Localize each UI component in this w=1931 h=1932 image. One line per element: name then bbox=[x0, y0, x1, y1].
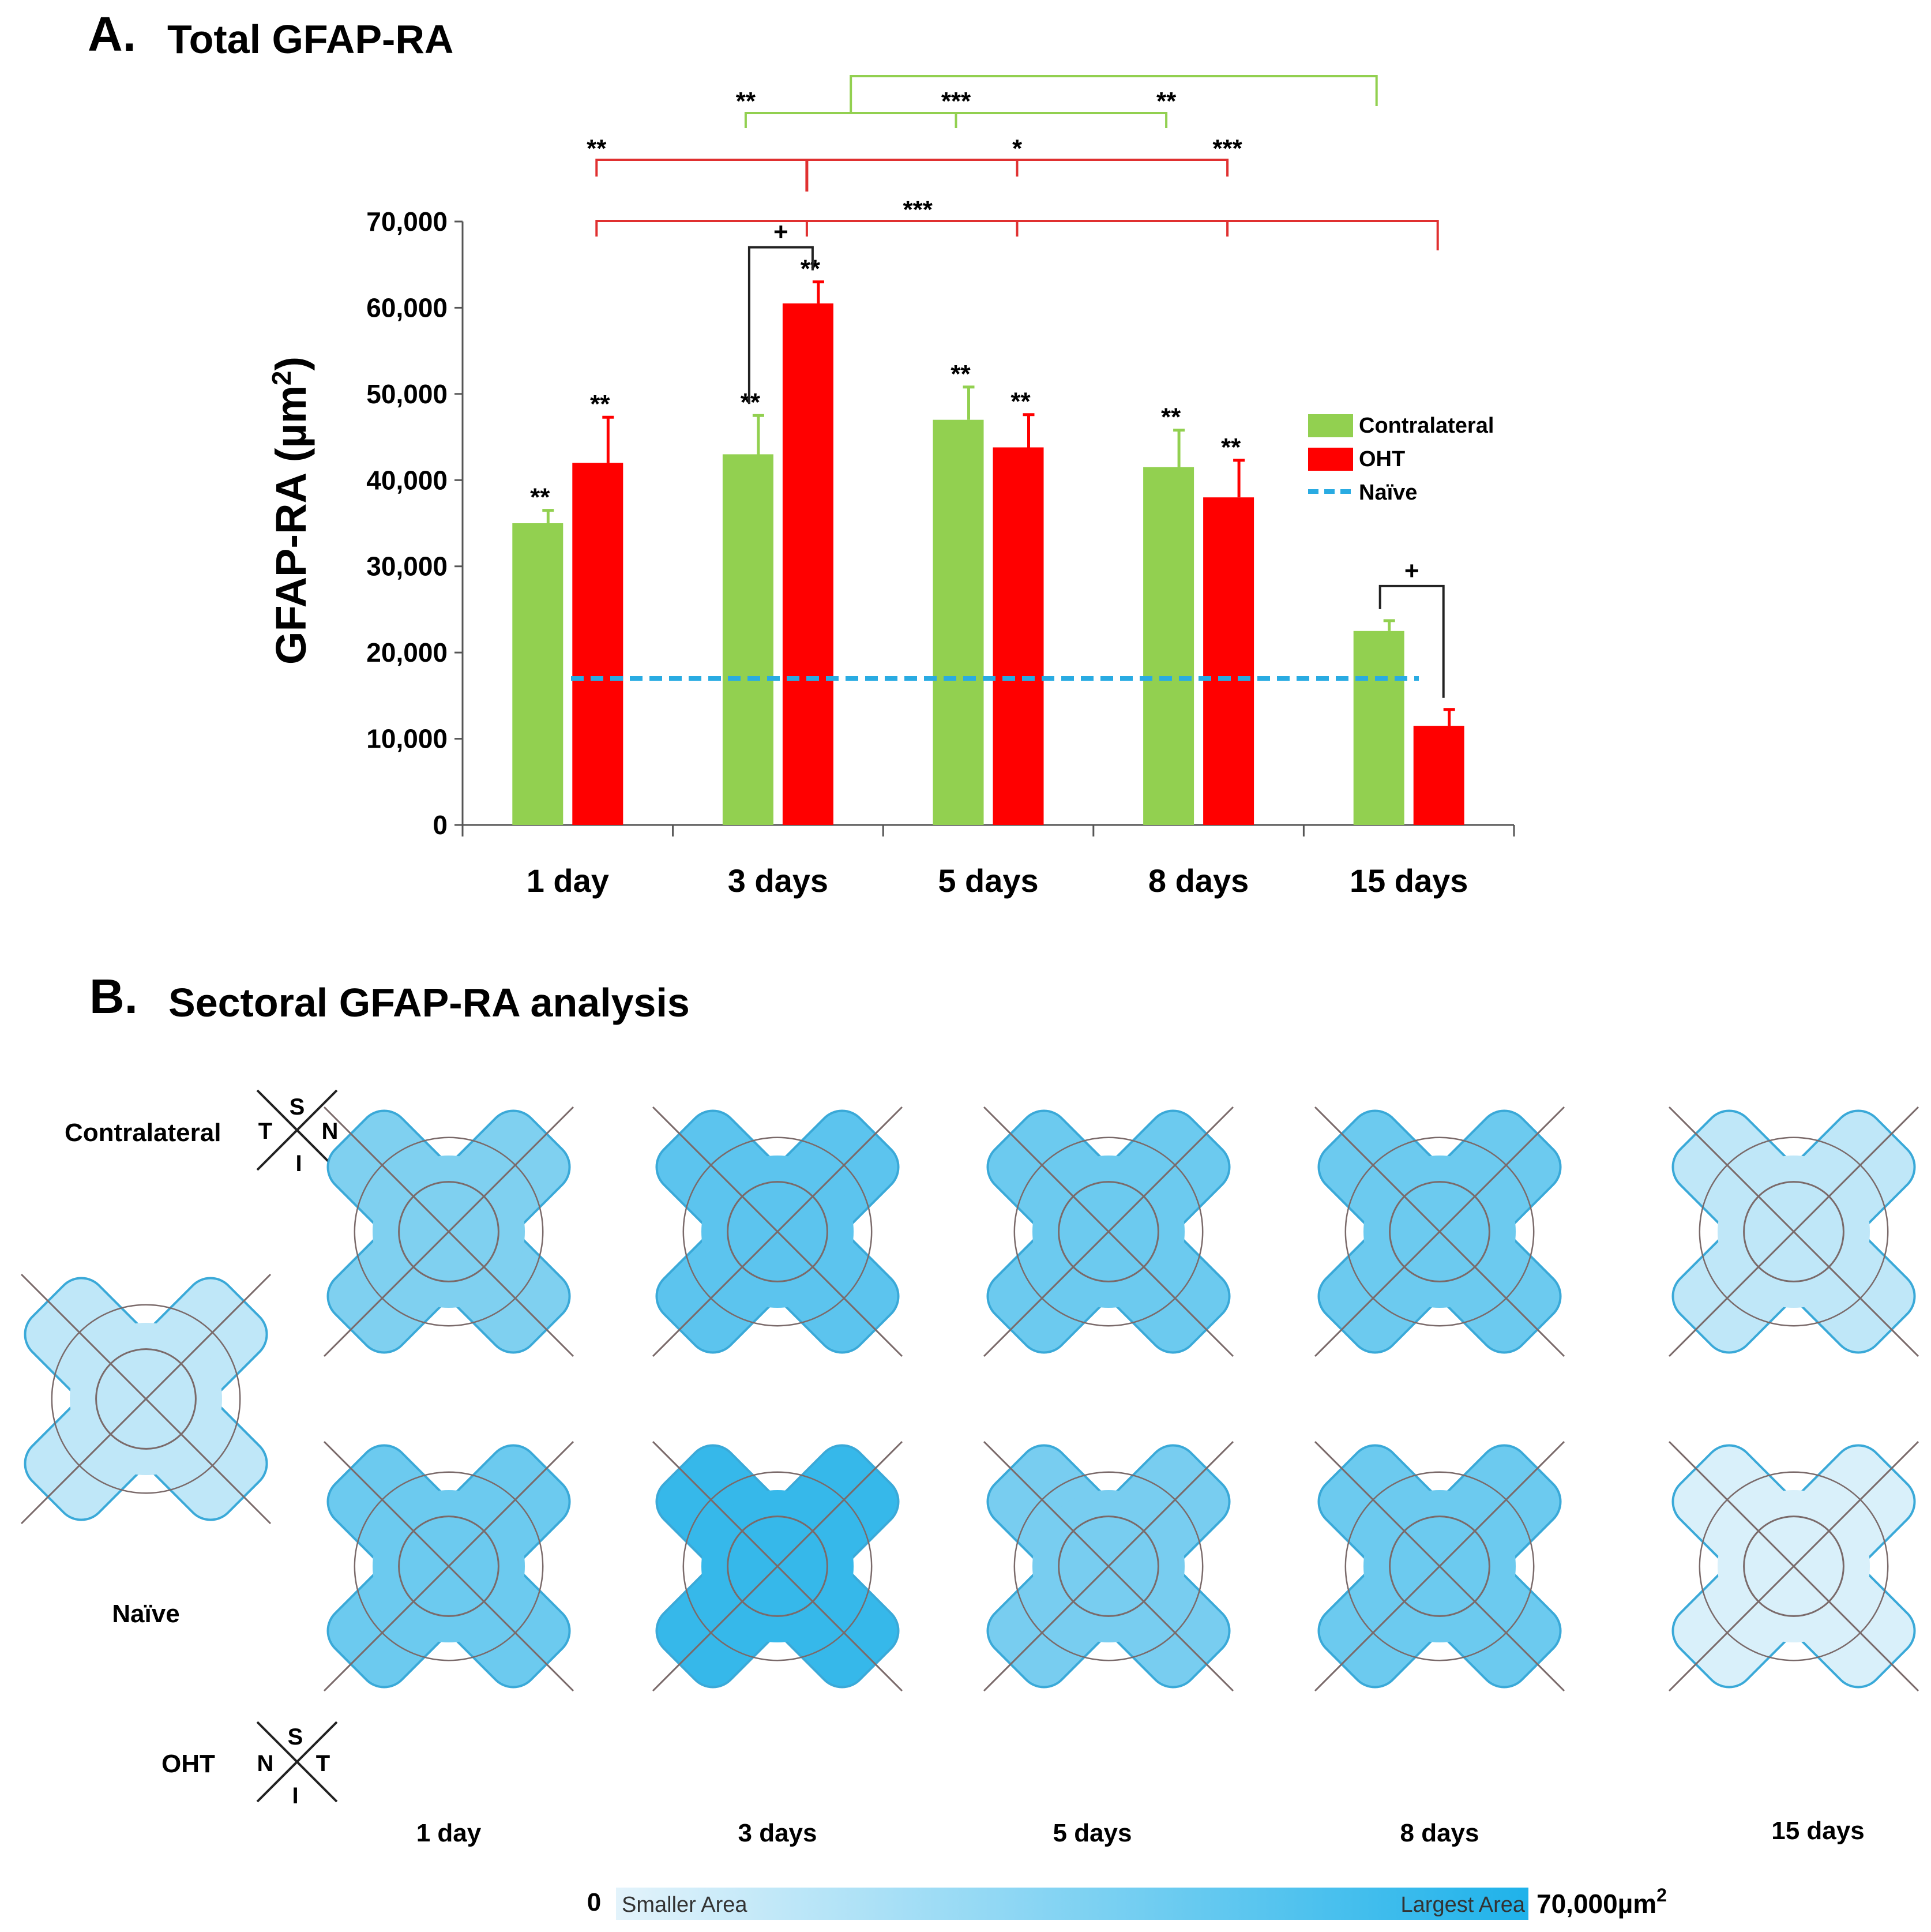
compass-t: T bbox=[316, 1751, 330, 1776]
bar-oht-2 bbox=[993, 447, 1044, 825]
retina-oht-0 bbox=[323, 1440, 574, 1692]
panel-a-title: Total GFAP-RA bbox=[167, 17, 453, 62]
bar-oht-3 bbox=[1203, 497, 1254, 825]
scale-max-label: 70,000µm2 bbox=[1536, 1885, 1667, 1919]
compass-s: S bbox=[288, 1724, 303, 1750]
naive-label: Naïve bbox=[112, 1600, 179, 1628]
scale-smaller-label: Smaller Area bbox=[622, 1893, 747, 1917]
pair-bracket bbox=[1378, 584, 1445, 698]
scale-min-label: 0 bbox=[587, 1888, 601, 1916]
red-bracket-label: ** bbox=[587, 134, 607, 163]
scale-largest-label: Largest Area bbox=[1401, 1893, 1526, 1917]
pair-bracket-label: + bbox=[1404, 557, 1419, 585]
scale-gradient-bar bbox=[616, 1888, 1528, 1920]
retina-oht-1 bbox=[652, 1440, 903, 1692]
retina-oht-4 bbox=[1668, 1440, 1919, 1692]
colour-scale: 0 Smaller Area Largest Area 70,000µm2 bbox=[587, 1885, 1667, 1920]
bar-significance-label: ** bbox=[590, 390, 610, 418]
red-bracket-label: *** bbox=[1212, 134, 1242, 163]
green-bracket-2 bbox=[850, 75, 1378, 113]
compass-i: I bbox=[292, 1783, 298, 1809]
bar-contralateral-3 bbox=[1143, 467, 1194, 825]
retina-oht-2 bbox=[983, 1440, 1234, 1692]
compass-n: N bbox=[257, 1751, 274, 1776]
bar-significance-label: ** bbox=[1161, 403, 1181, 432]
retina-maps bbox=[20, 1106, 1919, 1692]
retina-contralateral-4 bbox=[1668, 1106, 1919, 1357]
compass-t: T bbox=[258, 1119, 272, 1144]
pair-bracket-label: + bbox=[773, 218, 788, 246]
map-day-label-8: 8 days bbox=[1400, 1819, 1479, 1847]
y-axis-label: GFAP-RA (µm2) bbox=[266, 357, 315, 665]
y-tick-label: 60,000 bbox=[366, 292, 448, 322]
x-tick-label: 1 day bbox=[527, 862, 609, 899]
green-bracket-label: ** bbox=[1156, 87, 1177, 115]
legend-swatch-oht bbox=[1308, 448, 1353, 471]
retina-contralateral-3 bbox=[1314, 1106, 1565, 1357]
red-bracket-1 bbox=[595, 159, 1229, 177]
compass-n: N bbox=[322, 1119, 339, 1144]
chart-axes: 0 10,000 20,000 30,000 40,000 50,000 60,000 70,… bbox=[366, 207, 1515, 899]
bar-significance-label: ** bbox=[741, 388, 761, 417]
bar-contralateral-0 bbox=[512, 523, 563, 825]
bar-oht-4 bbox=[1413, 726, 1464, 825]
y-tick-label: 40,000 bbox=[366, 465, 448, 495]
y-tick-label: 10,000 bbox=[366, 724, 448, 754]
y-tick-label: 50,000 bbox=[366, 379, 448, 409]
x-tick-label: 15 days bbox=[1350, 862, 1468, 899]
significance-brackets: ++** *** **** * ****** bbox=[587, 75, 1445, 698]
map-day-label-1: 1 day bbox=[416, 1819, 482, 1847]
y-tick-label: 70,000 bbox=[366, 207, 448, 237]
red-bracket-label: * bbox=[1012, 134, 1023, 163]
legend-swatch-contralateral bbox=[1308, 414, 1353, 437]
legend: Contralateral OHT Naïve bbox=[1308, 414, 1494, 505]
y-tick-label: 20,000 bbox=[366, 637, 448, 667]
compass-s: S bbox=[290, 1094, 305, 1120]
red-bracket-label: *** bbox=[903, 196, 933, 224]
bar-significance-label: ** bbox=[1221, 433, 1241, 462]
row-label-oht: OHT bbox=[161, 1750, 215, 1778]
row-label-contralateral: Contralateral bbox=[65, 1119, 221, 1147]
x-tick-label: 8 days bbox=[1148, 862, 1249, 899]
map-day-label-15: 15 days bbox=[1771, 1817, 1864, 1845]
retina-contralateral-1 bbox=[652, 1106, 903, 1357]
bar-contralateral-1 bbox=[722, 454, 773, 825]
legend-label-contralateral: Contralateral bbox=[1359, 414, 1494, 438]
green-bracket-label: ** bbox=[736, 87, 756, 115]
map-day-label-5: 5 days bbox=[1053, 1819, 1132, 1847]
retina-contralateral-0 bbox=[323, 1106, 574, 1357]
y-tick-label: 0 bbox=[433, 810, 448, 840]
bar-significance-label: ** bbox=[951, 360, 971, 388]
panel-a-letter: A. bbox=[88, 7, 136, 61]
compass-oht: S N T I bbox=[256, 1721, 338, 1809]
retina-oht-3 bbox=[1314, 1440, 1565, 1692]
green-bracket-label: *** bbox=[941, 87, 971, 115]
legend-label-naive: Naïve bbox=[1359, 481, 1417, 505]
x-tick-label: 5 days bbox=[938, 862, 1038, 899]
retina-naive bbox=[20, 1273, 272, 1525]
bar-significance-label: ** bbox=[530, 483, 550, 512]
bar-significance-label: ** bbox=[801, 255, 821, 283]
bar-contralateral-2 bbox=[933, 419, 984, 825]
legend-label-oht: OHT bbox=[1359, 447, 1405, 471]
bar-significance-label: ** bbox=[1010, 388, 1031, 416]
bar-oht-0 bbox=[572, 463, 623, 825]
chart-bars: ** ** ** ** ** ** ** ** bbox=[512, 255, 1464, 825]
pair-bracket bbox=[747, 246, 814, 404]
y-tick-label: 30,000 bbox=[366, 552, 448, 582]
panel-b-letter: B. bbox=[89, 969, 138, 1023]
compass-contralateral: S N T I bbox=[256, 1089, 339, 1176]
x-tick-label: 3 days bbox=[728, 862, 828, 899]
compass-i: I bbox=[295, 1151, 302, 1176]
panel-b-title: Sectoral GFAP-RA analysis bbox=[168, 980, 690, 1025]
bar-oht-1 bbox=[782, 303, 833, 825]
map-day-label-3: 3 days bbox=[738, 1819, 817, 1847]
retina-contralateral-2 bbox=[983, 1106, 1234, 1357]
bar-contralateral-4 bbox=[1353, 631, 1404, 825]
